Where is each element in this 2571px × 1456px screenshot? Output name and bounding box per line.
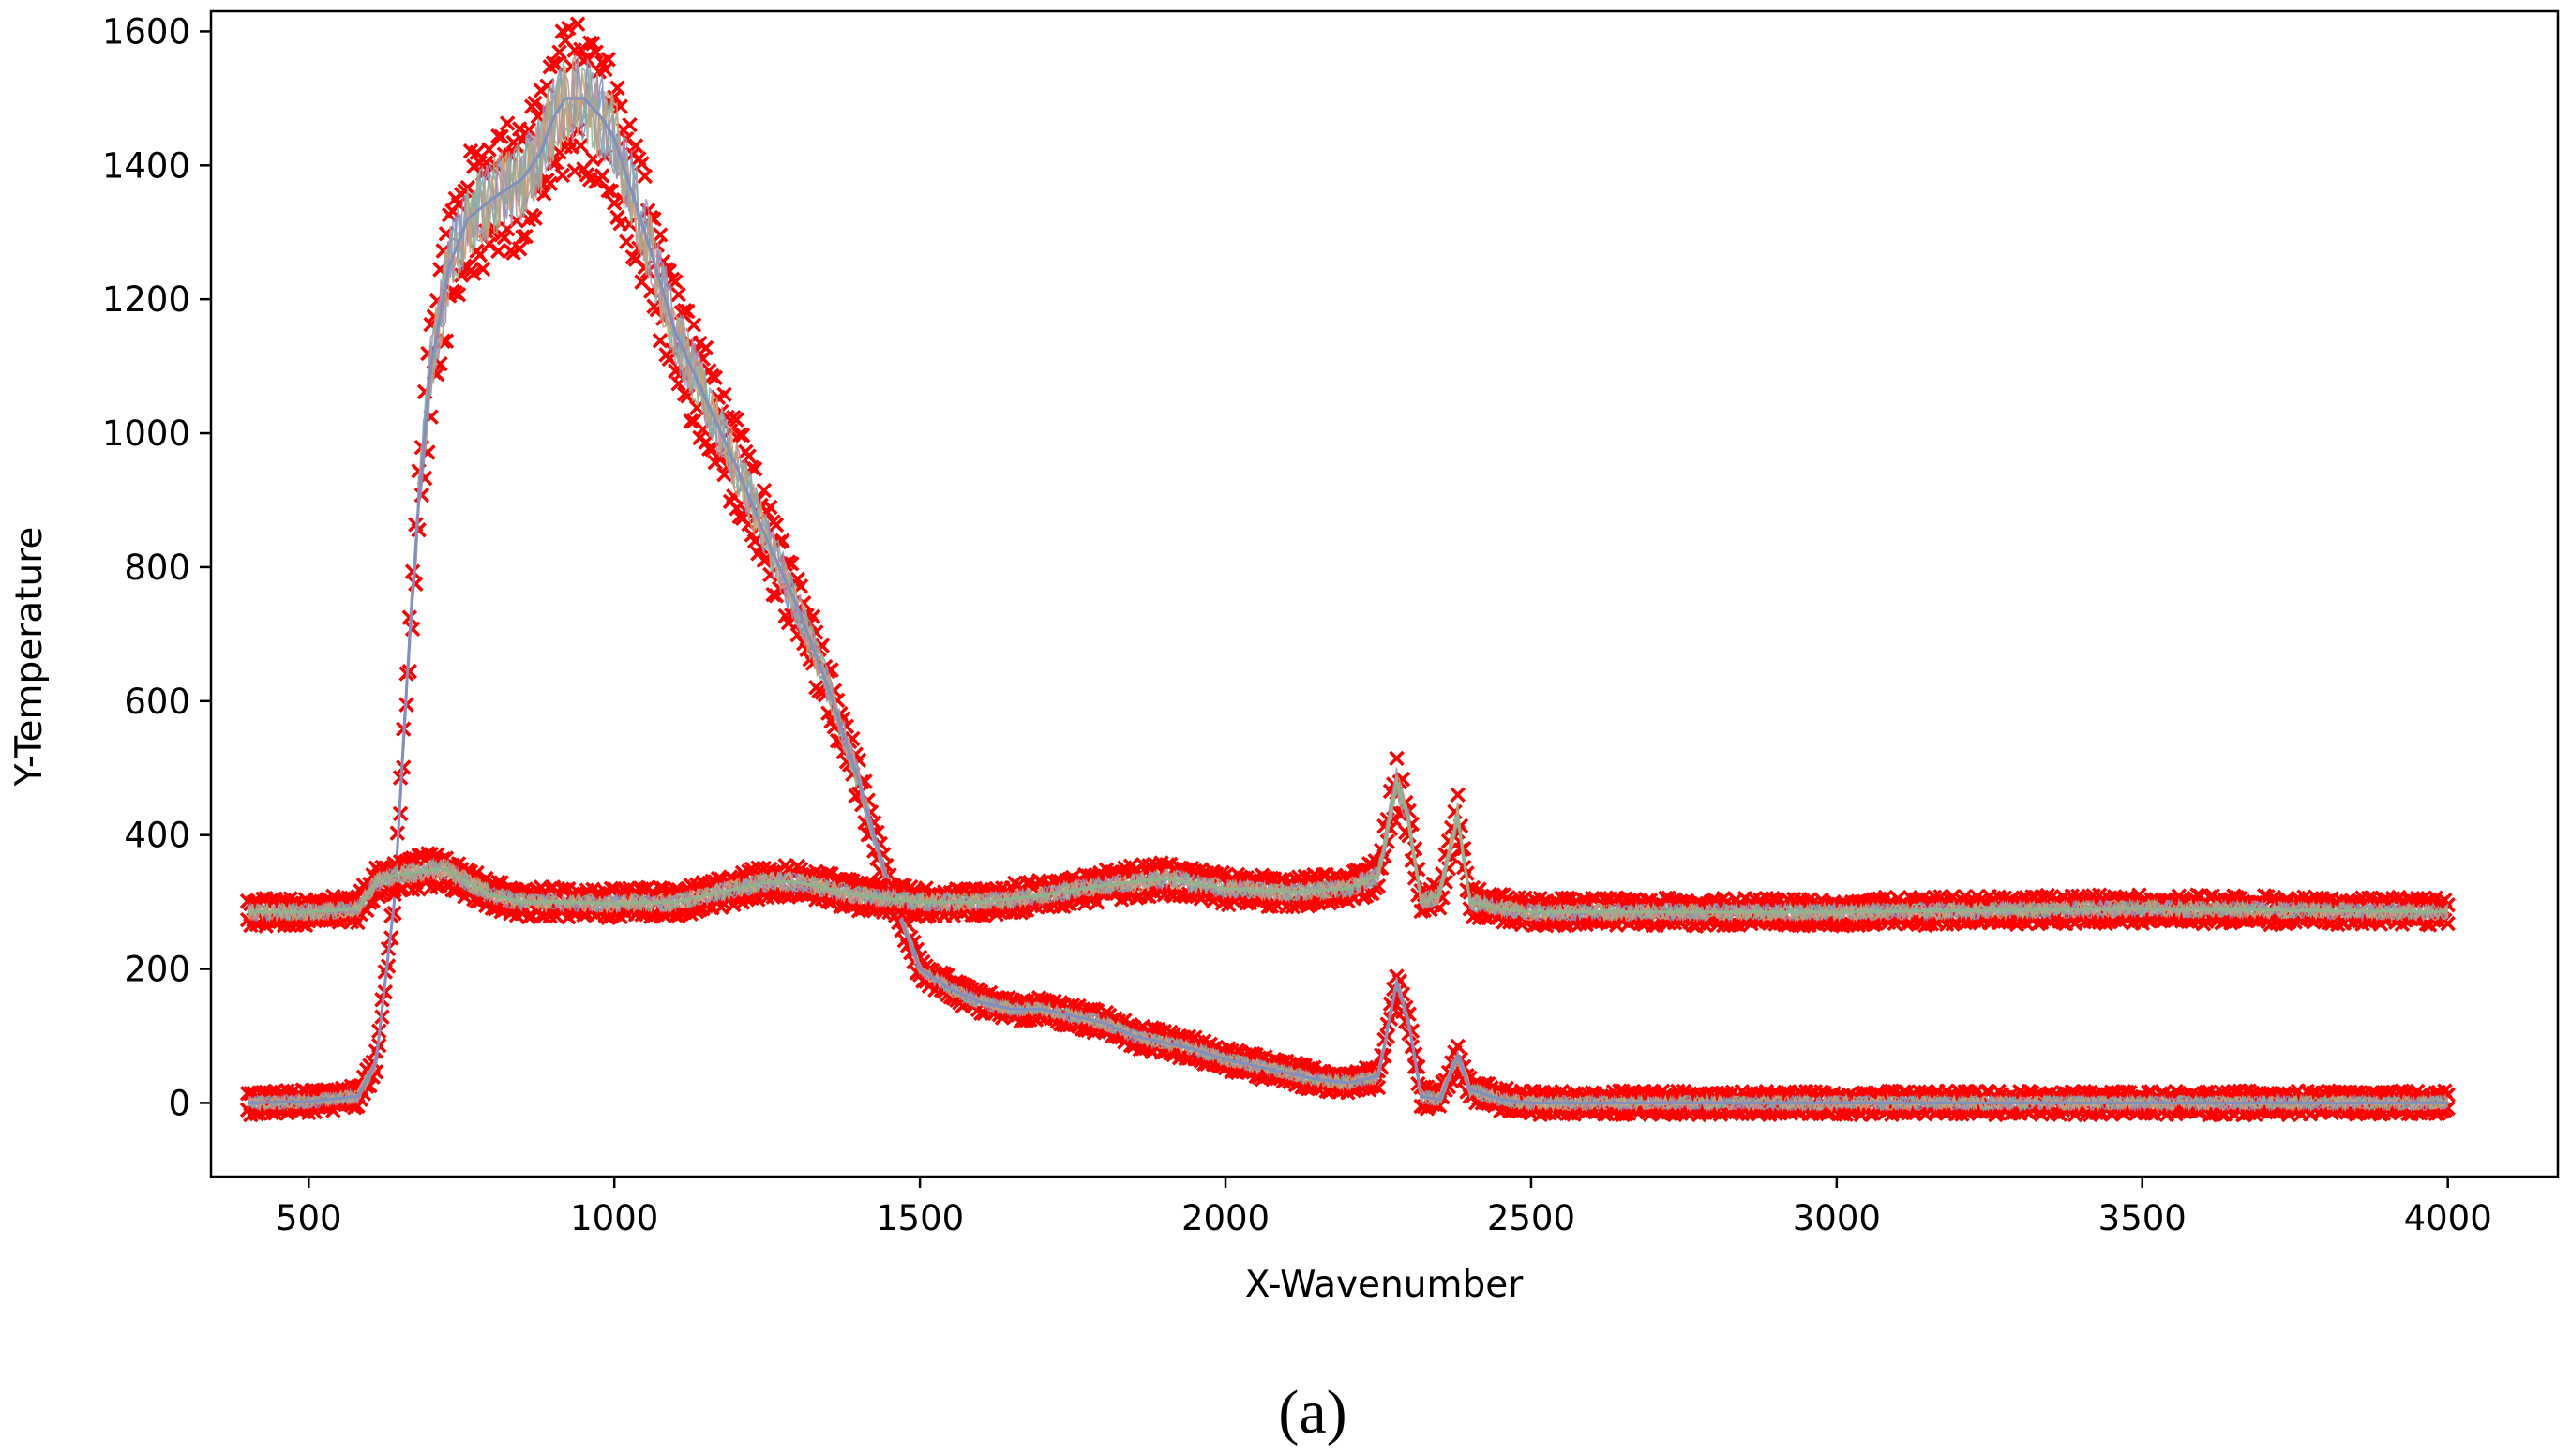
marker-0 — [585, 36, 601, 52]
marker-0 — [762, 566, 778, 583]
marker-0 — [700, 441, 717, 457]
x-tick-label-4000: 4000 — [2404, 1198, 2492, 1238]
marker-0 — [401, 663, 418, 680]
marker-0 — [527, 210, 543, 226]
marker-0 — [698, 339, 714, 356]
marker-0 — [762, 499, 778, 516]
marker-0 — [474, 261, 491, 278]
marker-0 — [573, 41, 589, 57]
marker-0 — [768, 517, 785, 533]
marker-0 — [683, 413, 699, 429]
marker-0 — [459, 179, 476, 196]
marker-0 — [496, 230, 513, 246]
marker-0 — [652, 227, 669, 243]
marker-0 — [685, 317, 702, 333]
marker-0 — [609, 80, 625, 96]
marker-0 — [637, 168, 654, 185]
marker-0 — [573, 138, 589, 154]
marker-0 — [594, 168, 610, 184]
y-tick-label-400: 400 — [124, 816, 190, 856]
panel-label: (a) — [1278, 1378, 1346, 1447]
marker-1 — [1450, 787, 1466, 803]
marker-0 — [527, 95, 543, 112]
x-tick-label-500: 500 — [276, 1198, 342, 1238]
marker-0 — [622, 116, 638, 133]
marker-0 — [603, 183, 620, 200]
marker-1 — [469, 864, 485, 881]
x-tick-label-1000: 1000 — [570, 1198, 658, 1238]
marker-0 — [581, 35, 598, 51]
y-tick-label-0: 0 — [168, 1083, 190, 1123]
marker-0 — [729, 412, 744, 428]
data-layer — [239, 16, 2456, 1123]
marker-0 — [396, 759, 412, 775]
marker-0 — [627, 138, 644, 154]
marker-0 — [520, 122, 537, 138]
marker-0 — [606, 195, 623, 211]
marker-0 — [551, 44, 567, 60]
marker-0 — [511, 241, 528, 257]
marker-0 — [1410, 1058, 1426, 1075]
marker-0 — [756, 482, 773, 499]
marker-0 — [411, 521, 427, 538]
y-tick-label-1400: 1400 — [102, 145, 190, 186]
marker-0 — [466, 265, 482, 282]
marker-0 — [536, 186, 552, 202]
y-tick-label-200: 200 — [124, 950, 190, 990]
x-axis-label: X-Wavenumber — [1245, 1264, 1524, 1306]
marker-0 — [588, 44, 604, 60]
marker-0 — [1370, 1079, 1387, 1096]
x-tick-label-3000: 3000 — [1793, 1198, 1881, 1238]
marker-0 — [542, 175, 558, 192]
marker-0 — [515, 229, 531, 245]
marker-0 — [804, 608, 821, 624]
marker-0 — [450, 287, 467, 303]
marker-0 — [731, 427, 748, 443]
marker-0 — [518, 228, 534, 245]
marker-0 — [774, 533, 790, 548]
marker-0 — [2440, 1087, 2456, 1103]
marker-0 — [1450, 1038, 1466, 1055]
marker-0 — [612, 98, 628, 114]
x-tick-label-2000: 2000 — [1181, 1198, 1270, 1238]
marker-0 — [707, 369, 723, 386]
marker-0 — [670, 286, 686, 303]
y-tick-label-800: 800 — [124, 548, 190, 588]
marker-0 — [652, 332, 669, 349]
x-tick-label-1500: 1500 — [876, 1198, 964, 1238]
marker-0 — [600, 52, 616, 68]
marker-0 — [499, 115, 516, 131]
marker-0 — [490, 243, 506, 260]
y-tick-label-1200: 1200 — [102, 279, 190, 320]
marker-0 — [622, 216, 638, 233]
marker-0 — [561, 20, 577, 37]
marker-0 — [569, 16, 586, 32]
series-0-line — [248, 97, 2448, 1104]
y-axis-label: Y-Temperature — [8, 527, 51, 788]
marker-0 — [472, 155, 489, 171]
y-tick-label-1600: 1600 — [102, 11, 190, 52]
y-tick-label-600: 600 — [124, 682, 190, 722]
y-tick-label-1000: 1000 — [102, 413, 190, 454]
marker-0 — [493, 128, 509, 145]
marker-0 — [606, 89, 623, 105]
x-tick-label-2500: 2500 — [1487, 1198, 1575, 1238]
x-tick-label-3500: 3500 — [2098, 1198, 2187, 1238]
marker-0 — [1431, 1098, 1448, 1114]
marker-0 — [716, 386, 732, 403]
marker-0 — [634, 156, 650, 172]
marker-0 — [1881, 1083, 1897, 1100]
marker-1 — [350, 914, 366, 931]
marker-0 — [554, 167, 571, 184]
marker-0 — [597, 61, 613, 78]
marker-0 — [619, 233, 635, 250]
marker-0 — [481, 142, 497, 158]
marker-0 — [490, 128, 506, 144]
marker-1 — [1389, 750, 1405, 767]
marker-0 — [734, 428, 751, 443]
